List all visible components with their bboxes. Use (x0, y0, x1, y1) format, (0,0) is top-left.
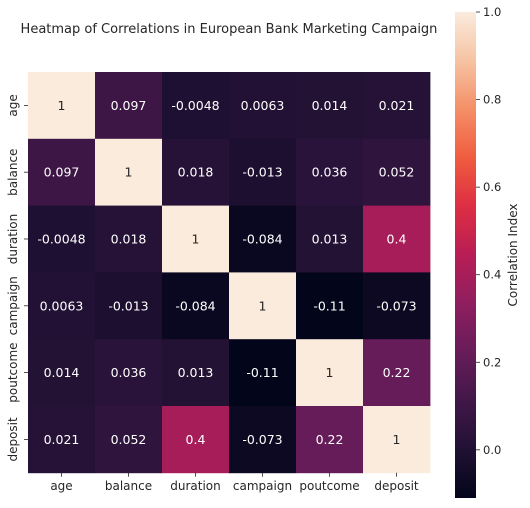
x-tick-label: campaign (233, 479, 292, 493)
colorbar-label: Correlation Index (506, 203, 520, 306)
cell-value-label: -0.0048 (171, 98, 219, 113)
cell-value-label: 1 (259, 298, 267, 313)
heatmap-cell (296, 406, 364, 474)
heatmap-cell (28, 138, 96, 206)
heatmap-cell (95, 205, 163, 273)
cell-value-label: -0.073 (376, 298, 416, 313)
heatmap-cell (229, 205, 297, 273)
cell-value-label: 0.0063 (241, 98, 285, 113)
x-tick-label: deposit (374, 479, 419, 493)
colorbar (455, 12, 476, 498)
colorbar-ticks: 0.0 0.2 0.4 0.6 0.8 1.0 (476, 5, 501, 457)
heatmap-cell (229, 272, 297, 340)
heatmap-cell (363, 339, 431, 407)
heatmap-cell (28, 406, 96, 474)
cell-value-label: -0.0048 (37, 232, 85, 247)
heatmap-cell (363, 205, 431, 273)
cell-value-label: 0.4 (186, 432, 206, 447)
heatmap-cell (162, 72, 230, 140)
cell-value-label: 0.014 (44, 365, 80, 380)
cell-value-label: -0.013 (108, 298, 148, 313)
heatmap-cell (162, 406, 230, 474)
x-axis: age balance duration campaign poutcome deposi… (50, 472, 419, 493)
y-tick-label: balance (6, 149, 20, 196)
heatmap-cell (296, 138, 364, 206)
x-tick-label: age (50, 479, 72, 493)
colorbar-tick-label: 0.2 (483, 355, 501, 369)
cell-value-label: 1 (393, 432, 401, 447)
colorbar-tick-label: 0.4 (483, 268, 501, 282)
x-tick-label: duration (170, 479, 221, 493)
heatmap-cell (28, 205, 96, 273)
cell-value-label: 0.052 (111, 432, 147, 447)
cell-value-label: 0.4 (387, 232, 407, 247)
y-tick-label: duration (6, 214, 20, 265)
colorbar-tick-label: 0.8 (483, 93, 501, 107)
cell-value-label: -0.073 (242, 432, 282, 447)
x-tick-label: poutcome (299, 479, 359, 493)
heatmap-cell (229, 138, 297, 206)
heatmap-cell (229, 406, 297, 474)
colorbar-tick-label: 1.0 (483, 5, 501, 19)
cell-value-label: 0.013 (312, 232, 348, 247)
heatmap-cell (95, 406, 163, 474)
cell-value-label: 0.018 (111, 232, 147, 247)
cell-value-label: 0.097 (111, 98, 147, 113)
heatmap-cell (95, 272, 163, 340)
colorbar-tick-label: 0.6 (483, 180, 501, 194)
heatmap-cell (162, 205, 230, 273)
heatmap-cell (28, 339, 96, 407)
y-tick-label: poutcome (6, 342, 20, 402)
cell-value-label: -0.11 (246, 365, 278, 380)
heatmap-cell (363, 72, 431, 140)
heatmap-cell (296, 339, 364, 407)
heatmap-cell (162, 272, 230, 340)
y-tick-label: age (6, 94, 20, 116)
chart-title: Heatmap of Correlations in European Bank… (21, 22, 438, 37)
cell-value-label: -0.013 (242, 165, 282, 180)
cell-value-label: 1 (192, 232, 200, 247)
heatmap-cell (363, 272, 431, 340)
heatmap-cell (28, 272, 96, 340)
heatmap-cell-labels: 1 0.097 -0.0048 0.0063 0.014 0.021 0.097 1 0.018… (37, 98, 416, 447)
x-tick-label: balance (105, 479, 152, 493)
heatmap-cell (229, 72, 297, 140)
cell-value-label: 0.021 (44, 432, 80, 447)
cell-value-label: 0.052 (379, 165, 415, 180)
cell-value-label: 0.036 (312, 165, 348, 180)
heatmap-cell (95, 339, 163, 407)
heatmap-cell (296, 72, 364, 140)
cell-value-label: 0.0063 (40, 298, 84, 313)
cell-value-label: 0.22 (316, 432, 344, 447)
cell-value-label: -0.084 (242, 232, 282, 247)
y-tick-label: campaign (6, 276, 20, 335)
heatmap-cell (95, 72, 163, 140)
heatmap-cell (363, 406, 431, 474)
heatmap-cell (229, 339, 297, 407)
cell-value-label: 1 (326, 365, 334, 380)
y-axis: age balance duration campaign poutcome deposi… (6, 94, 28, 462)
cell-value-label: 0.22 (383, 365, 411, 380)
cell-value-label: 0.036 (111, 365, 147, 380)
cell-value-label: 0.097 (44, 165, 80, 180)
heatmap-cell (296, 205, 364, 273)
heatmap-cell (162, 138, 230, 206)
y-tick-label: deposit (6, 417, 20, 462)
colorbar-tick-label: 0.0 (483, 443, 501, 457)
cell-value-label: 0.014 (312, 98, 348, 113)
cell-value-label: 1 (58, 98, 66, 113)
cell-value-label: 0.021 (379, 98, 415, 113)
heatmap-cell (162, 339, 230, 407)
cell-value-label: 0.018 (178, 165, 214, 180)
heatmap-cell (95, 138, 163, 206)
cell-value-label: 0.013 (178, 365, 214, 380)
heatmap-cell (296, 272, 364, 340)
heatmap-cells (28, 72, 431, 474)
cell-value-label: -0.11 (313, 298, 345, 313)
cell-value-label: -0.084 (175, 298, 215, 313)
heatmap-cell (28, 72, 96, 140)
cell-value-label: 1 (125, 165, 133, 180)
heatmap-cell (363, 138, 431, 206)
